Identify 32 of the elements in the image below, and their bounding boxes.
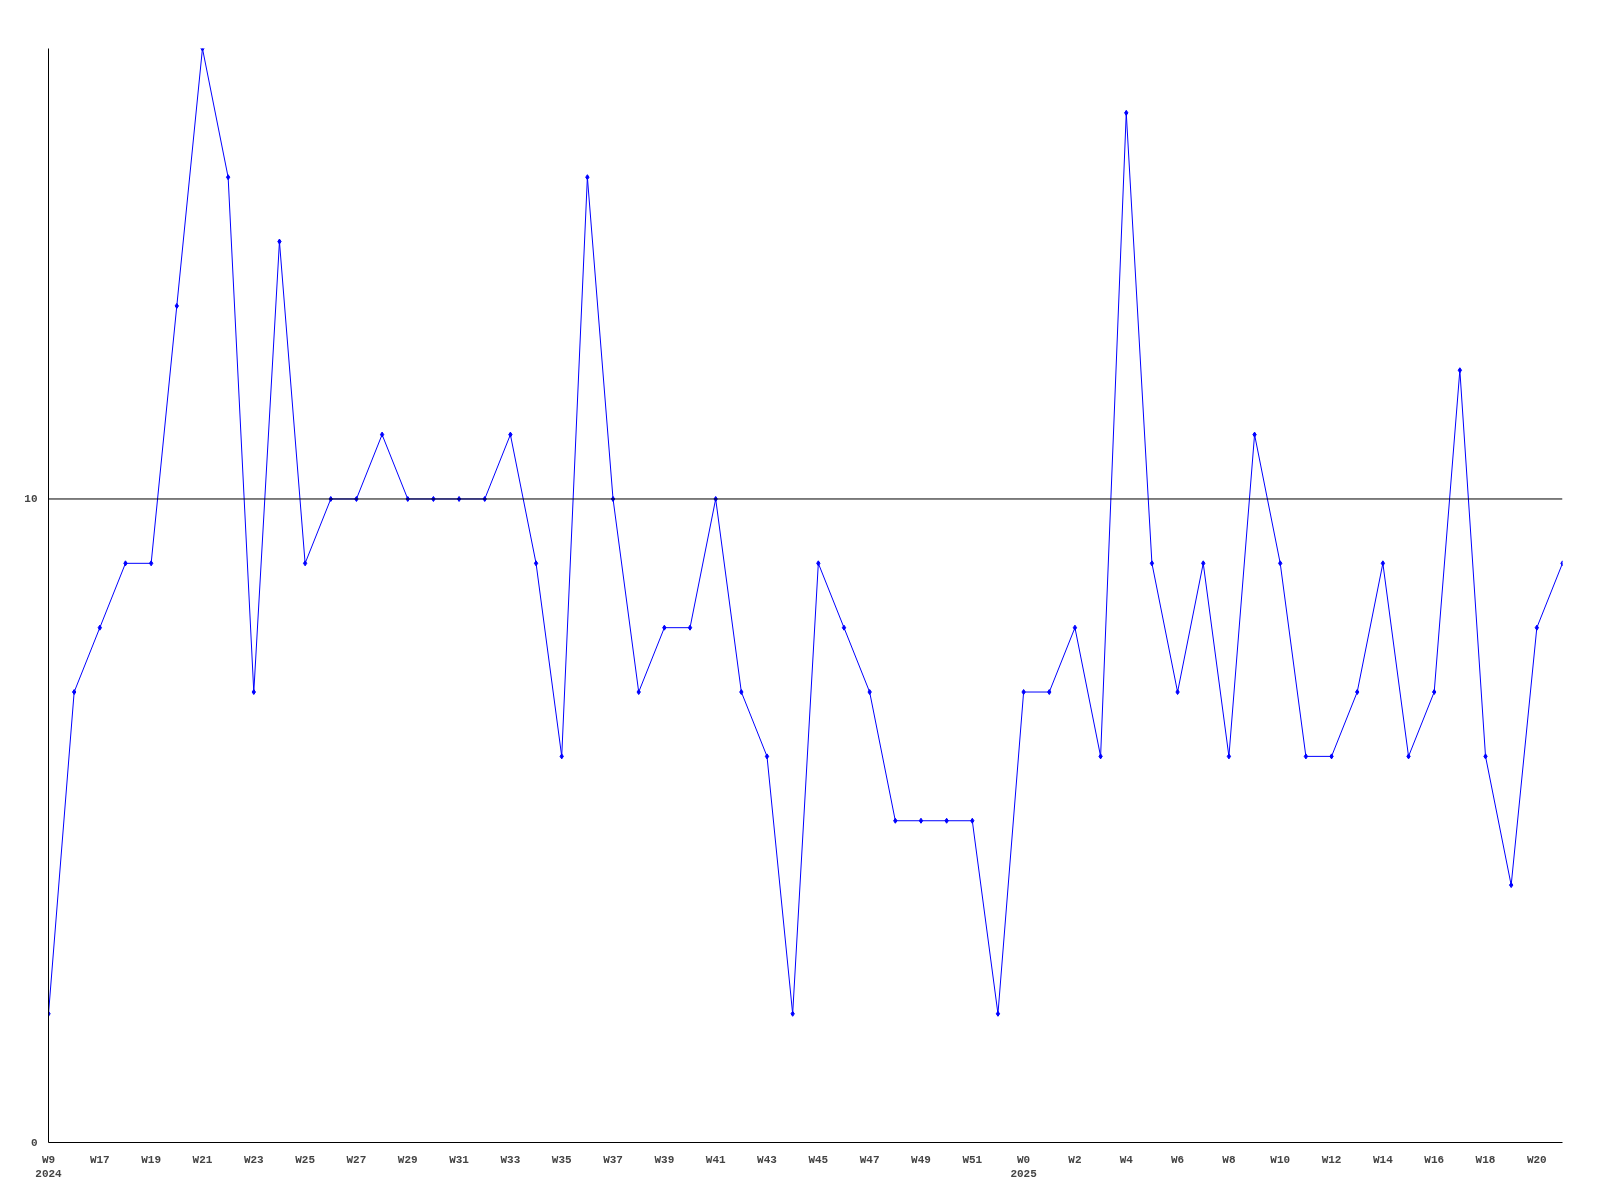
x-tick-label: W29	[397, 1153, 418, 1166]
x-tick-label: W33	[500, 1153, 521, 1166]
x-tick-label: W12	[1321, 1153, 1342, 1166]
x-tick-label: W23	[243, 1153, 265, 1166]
x-tick-label: W49	[911, 1153, 931, 1166]
x-tick-label: W2	[1068, 1153, 1082, 1166]
x-tick-label: W19	[141, 1153, 162, 1166]
x-tick-label: W20	[1526, 1153, 1547, 1166]
x-tick-label: W8	[1222, 1153, 1236, 1166]
x-tick-label: W47	[859, 1153, 880, 1166]
y-tick-label: 0	[30, 1137, 38, 1149]
x-tick-label: W37	[603, 1153, 623, 1166]
x-tick-label: W25	[295, 1153, 316, 1166]
x-tick-label: W21	[192, 1153, 213, 1166]
x-tick-label: W6	[1170, 1153, 1185, 1166]
x-tick-label: W51	[962, 1153, 983, 1166]
x-tick-label: W43	[757, 1153, 778, 1166]
x-tick-label: W10	[1270, 1153, 1291, 1166]
x-tick-label: W14	[1372, 1153, 1394, 1166]
x-tick-label: W18	[1475, 1153, 1496, 1166]
x-tick-label: W9 2024	[35, 1153, 63, 1180]
x-tick-label: W4	[1119, 1153, 1134, 1166]
x-tick-label: W39	[654, 1153, 675, 1166]
x-tick-label: W41	[705, 1153, 726, 1166]
x-tick-label: W27	[346, 1153, 367, 1166]
x-tick-label: W16	[1424, 1153, 1445, 1166]
x-tick-label: W35	[551, 1153, 573, 1166]
x-tick-label: W31	[449, 1153, 470, 1166]
x-tick-label: W45	[808, 1153, 829, 1166]
x-tick-label: W17	[89, 1153, 110, 1166]
x-tick-label: W0 2025	[1010, 1153, 1038, 1180]
y-tick-label: 10	[24, 493, 38, 506]
